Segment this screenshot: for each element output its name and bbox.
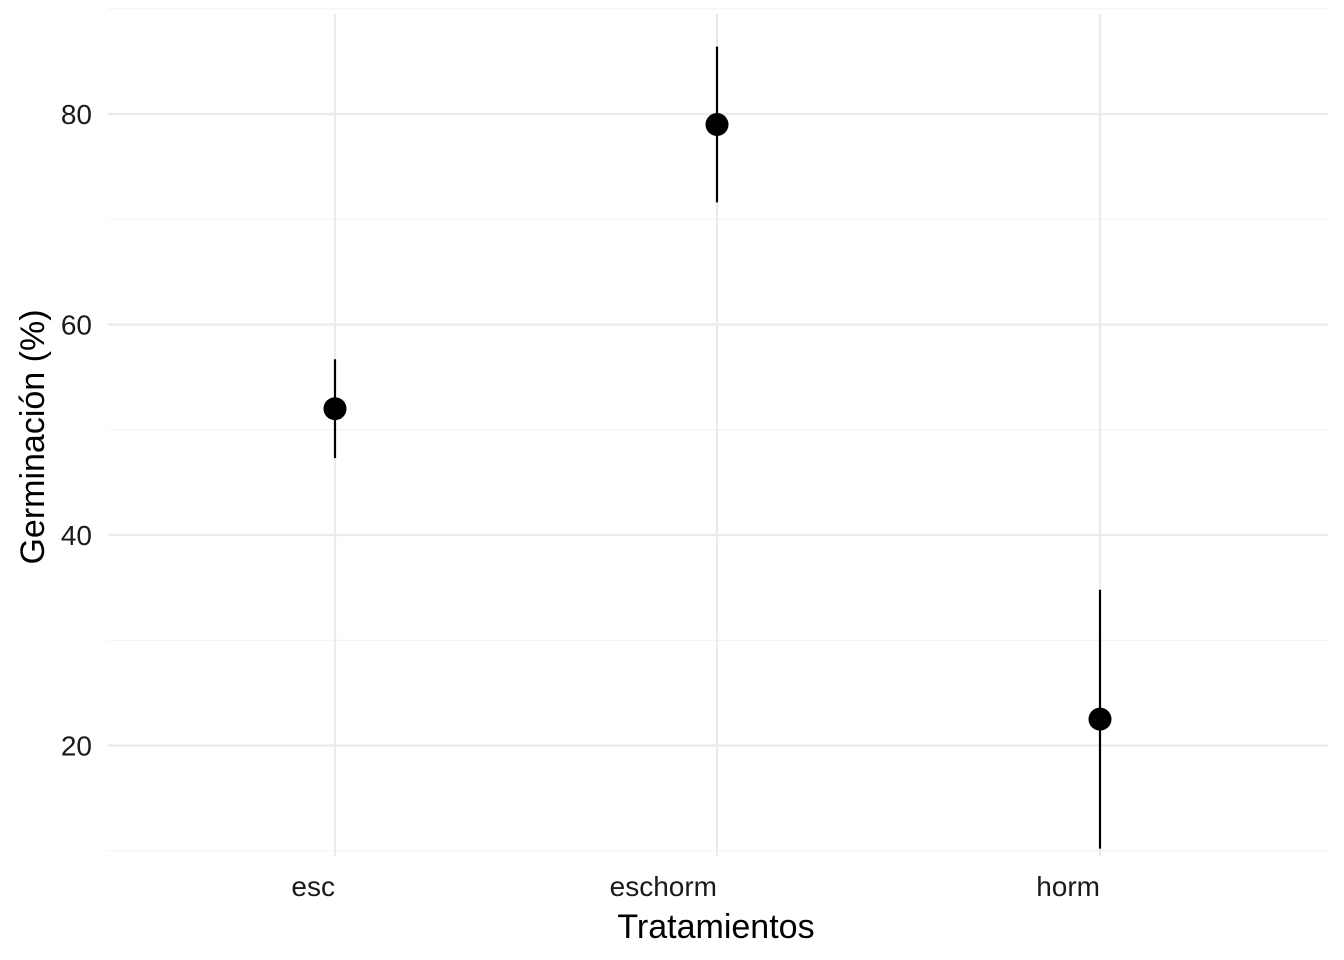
point-eschorm [705,113,729,137]
x-tick-label-horm: horm [1036,871,1100,902]
y-tick-label-2: 60 [61,309,92,340]
x-axis-title: Tratamientos [617,908,814,946]
y-tick-label-0: 20 [61,730,92,761]
x-tick-labels: esc eschorm horm [291,871,1100,902]
y-tick-label-1: 40 [61,520,92,551]
y-tick-labels: 20 40 60 80 [61,99,92,761]
points [323,113,1112,731]
y-axis-title: Germinación (%) [14,309,52,564]
x-tick-label-eschorm: eschorm [610,871,717,902]
point-esc [323,397,347,421]
point-horm [1088,707,1112,731]
x-tick-label-esc: esc [291,871,335,902]
y-tick-label-3: 80 [61,99,92,130]
